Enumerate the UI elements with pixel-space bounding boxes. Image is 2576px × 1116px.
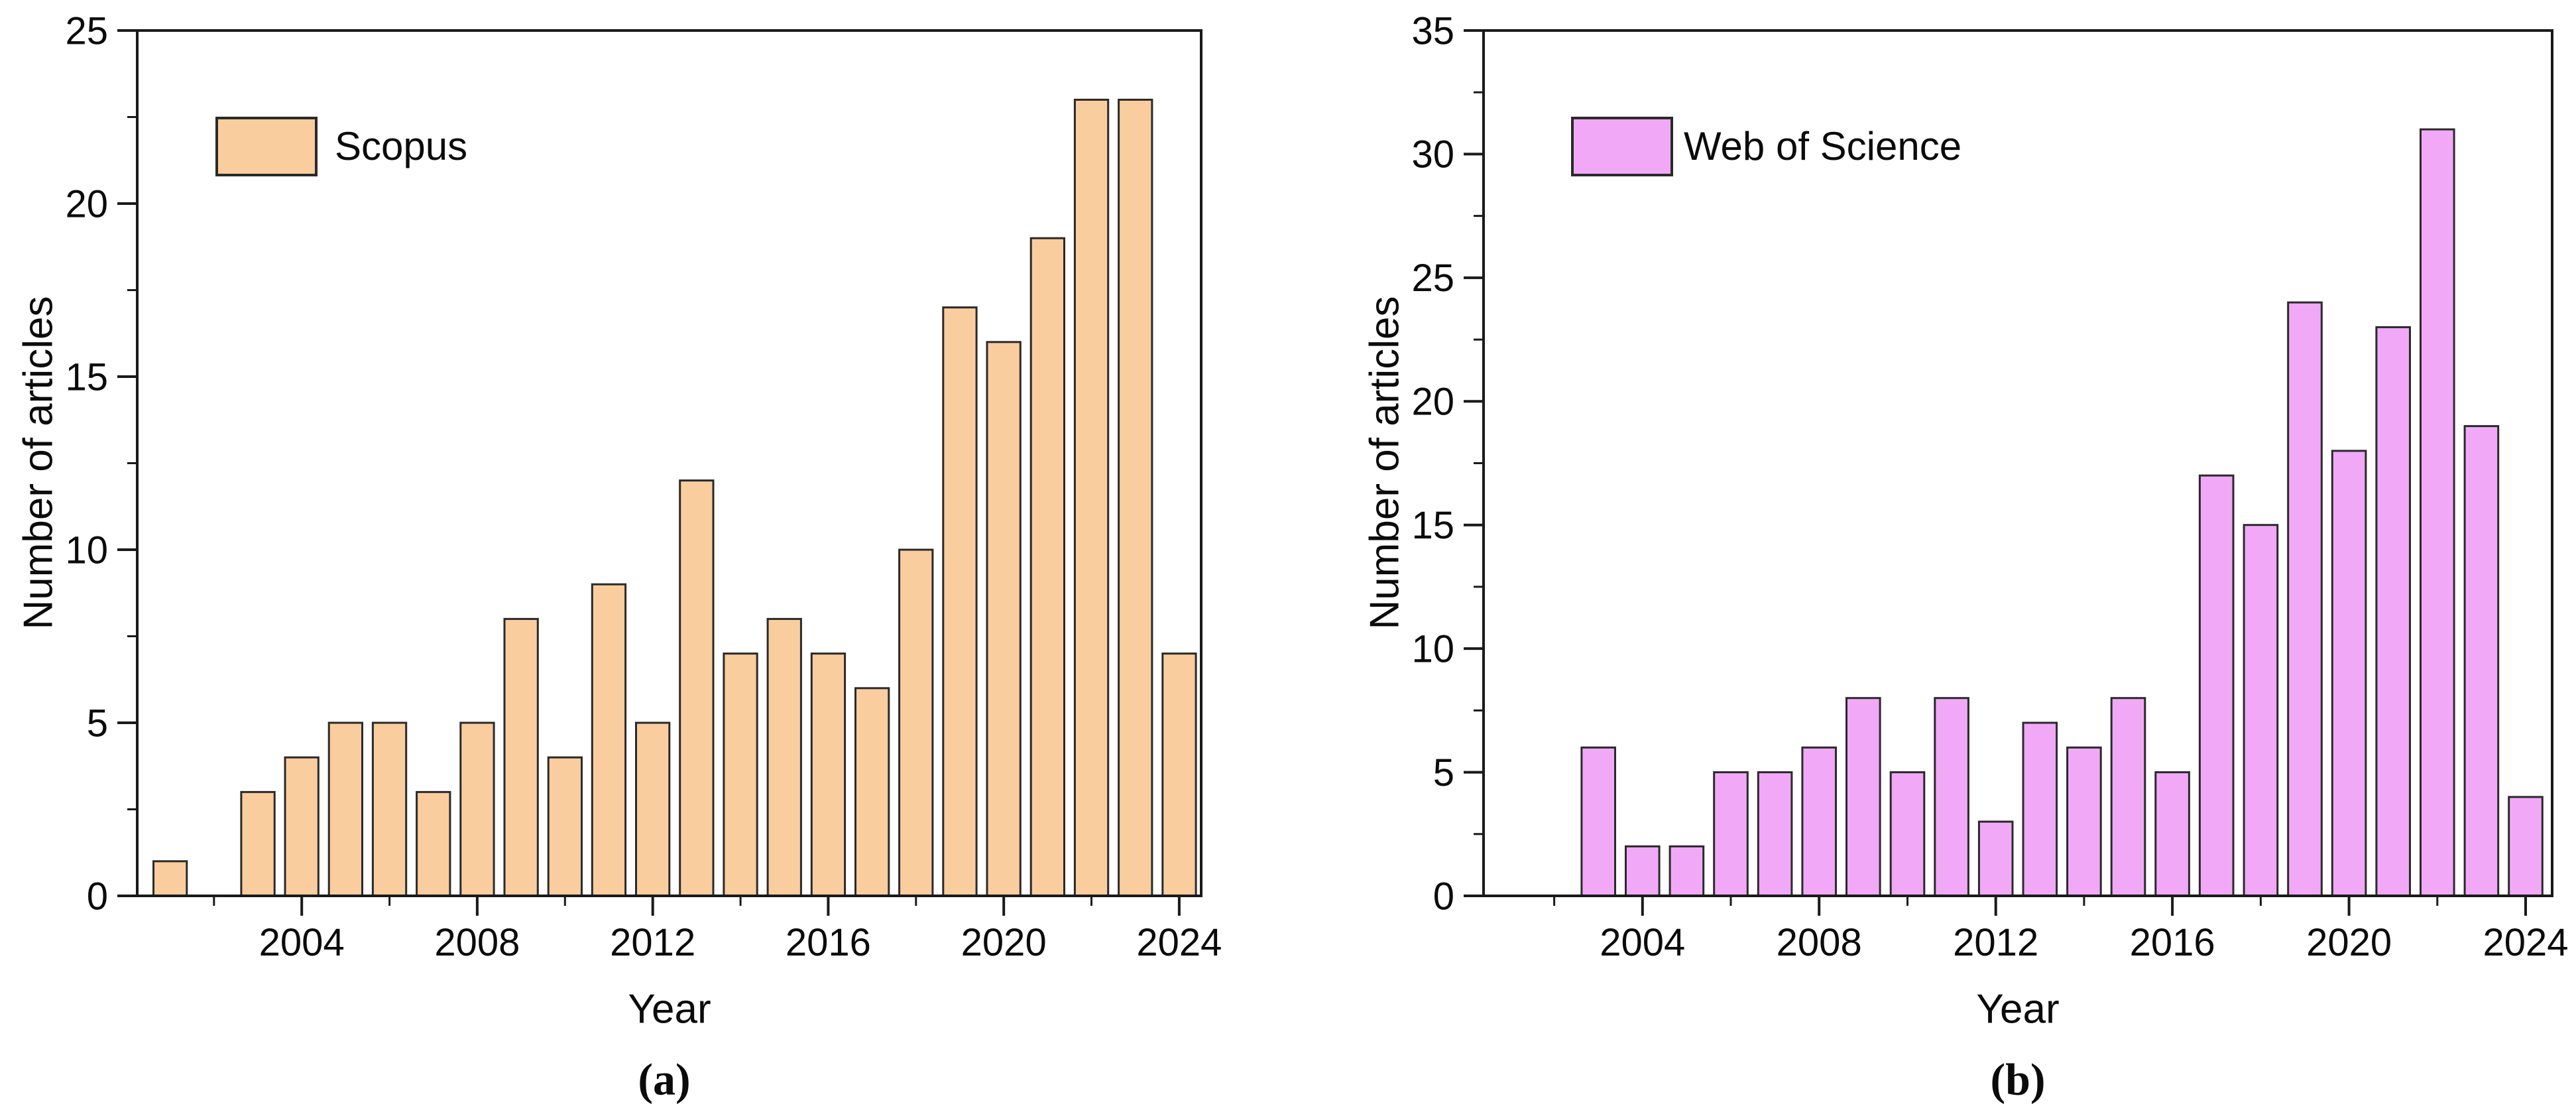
bar-2019	[2287, 301, 2323, 897]
x-tick-label-2012: 2012	[1953, 921, 2038, 964]
subfigure-caption: (a)	[638, 1054, 691, 1105]
legend-label: Scopus	[335, 124, 468, 168]
bar-2014	[723, 652, 758, 897]
bar-2007	[416, 790, 451, 897]
bar-2020	[2331, 450, 2367, 897]
bar-2004	[1625, 845, 1661, 897]
bar-2014	[2066, 746, 2102, 897]
bar-2021	[2375, 326, 2412, 897]
bar-2024	[1161, 652, 1197, 897]
x-axis-title: Year	[628, 986, 711, 1032]
bar-2005	[1669, 845, 1705, 897]
bar-2005	[327, 721, 364, 897]
bar-2018	[898, 548, 934, 897]
y-tick-label-0: 0	[87, 875, 108, 918]
bar-2018	[2243, 524, 2279, 897]
bar-2020	[986, 341, 1022, 897]
legend-swatch	[215, 117, 318, 176]
x-tick-label-2024: 2024	[2483, 921, 2568, 964]
bar-2023	[1118, 98, 1153, 897]
x-axis-title: Year	[1976, 986, 2060, 1032]
y-tick-label-20: 20	[65, 182, 108, 225]
x-tick-label-2016: 2016	[786, 921, 871, 964]
legend: Web of Science	[1571, 117, 1961, 176]
y-tick-label-15: 15	[1411, 504, 1454, 547]
bar-2017	[854, 687, 890, 897]
bar-2017	[2198, 474, 2235, 897]
legend: Scopus	[215, 117, 467, 176]
bar-2010	[1889, 771, 1926, 897]
y-axis-title: Number of articles	[15, 296, 62, 630]
bar-2001	[152, 860, 188, 897]
bar-2016	[810, 652, 847, 897]
bar-2015	[766, 617, 802, 897]
bar-2009	[503, 617, 539, 897]
x-tick-label-2004: 2004	[1600, 921, 1685, 964]
legend-swatch	[1571, 117, 1673, 176]
bar-2013	[679, 479, 715, 897]
bar-2011	[591, 583, 627, 897]
x-tick-label-2004: 2004	[259, 921, 345, 964]
bar-2022	[1073, 98, 1110, 897]
bar-2023	[2463, 425, 2500, 897]
bar-2008	[459, 721, 495, 897]
x-tick-label-2008: 2008	[434, 921, 520, 964]
bar-2012	[1977, 820, 2014, 897]
bar-2007	[1757, 771, 1793, 897]
bar-2008	[1801, 746, 1838, 897]
bar-2003	[240, 790, 276, 897]
bar-2019	[942, 306, 978, 897]
y-tick-label-0: 0	[1433, 875, 1454, 918]
x-tick-label-2012: 2012	[610, 921, 695, 964]
x-tick-label-2020: 2020	[961, 921, 1047, 964]
y-axis-title: Number of articles	[1362, 296, 1408, 630]
y-tick-label-15: 15	[65, 355, 108, 399]
bar-2006	[1713, 771, 1749, 897]
bar-2024	[2508, 796, 2544, 897]
y-tick-label-30: 30	[1411, 133, 1454, 176]
x-tick-label-2024: 2024	[1136, 921, 1222, 964]
scopus-chart-canvas: 0 5 10 15 20 25 2004 2008 2012 2016 2020 2024	[65, 9, 1222, 964]
y-tick-label-20: 20	[1411, 381, 1454, 424]
x-tick-label-2020: 2020	[2306, 921, 2392, 964]
bar-2013	[2022, 721, 2058, 897]
bar-2006	[371, 721, 408, 897]
bar-2003	[1580, 746, 1616, 897]
bar-2015	[2110, 697, 2146, 897]
legend-label: Web of Science	[1684, 124, 1962, 168]
subfigure-caption: (b)	[1990, 1054, 2046, 1105]
x-tick-label-2016: 2016	[2130, 921, 2215, 964]
x-tick-label-2008: 2008	[1777, 921, 1862, 964]
bar-2011	[1934, 697, 1969, 897]
y-tick-label-10: 10	[65, 528, 108, 572]
bar-2004	[284, 756, 320, 897]
wos-chart-canvas: 0 5 10 15 20 25 30 35 2004 2008 2012 2016 2020 2024	[1411, 9, 2568, 964]
panel-scopus: 0 5 10 15 20 25 2004 2008 2012 2016 2020 2024 Numbe…	[15, 9, 1222, 1105]
bar-2021	[1029, 237, 1065, 897]
y-tick-label-25: 25	[1411, 257, 1454, 300]
y-tick-label-5: 5	[1433, 751, 1454, 794]
y-tick-label-25: 25	[65, 9, 108, 52]
y-tick-label-10: 10	[1411, 627, 1454, 670]
y-tick-label-5: 5	[87, 702, 108, 745]
bar-2022	[2420, 128, 2455, 897]
bar-2009	[1845, 697, 1881, 897]
bar-2012	[635, 721, 671, 897]
y-tick-label-35: 35	[1411, 9, 1454, 52]
panel-web-of-science: 0 5 10 15 20 25 30 35 2004 2008 2012 2016 2020 2024 N…	[1288, 0, 2576, 1116]
bar-2016	[2154, 771, 2190, 897]
bar-2010	[547, 756, 583, 897]
